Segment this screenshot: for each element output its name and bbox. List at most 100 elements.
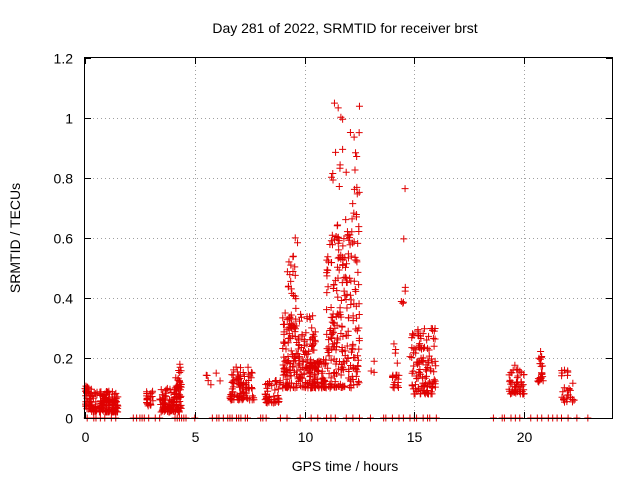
data-point [352,287,360,295]
data-point [393,359,401,367]
data-point [333,321,341,329]
data-point [167,388,175,396]
data-point [343,290,351,298]
data-point [415,369,423,377]
data-point [394,382,402,390]
data-point [352,302,360,310]
data-point [290,353,298,361]
data-point [332,232,340,240]
data-point [336,308,344,316]
data-point [569,379,577,387]
data-point [276,380,284,388]
data-point [324,364,332,372]
data-point [323,306,331,314]
data-point [248,385,256,393]
data-point [389,372,397,380]
data-point [263,384,271,392]
data-point [354,352,362,360]
data-point [298,383,306,391]
data-point [294,334,302,342]
data-point [285,366,293,374]
data-point [280,365,288,373]
data-point [95,404,103,412]
data-point [244,377,252,385]
data-point [421,374,429,382]
data-point [248,369,256,377]
data-point [284,352,292,360]
data-point [344,354,352,362]
data-point [330,328,338,336]
data-point [350,353,358,361]
data-point [340,366,348,374]
data-point [329,340,337,348]
data-point [353,314,361,322]
data-point [507,380,515,388]
data-point [320,356,328,364]
data-point [113,401,121,409]
data-point [350,381,358,389]
data-point [355,345,363,353]
x-tick-label: 15 [407,429,423,445]
data-point [248,384,256,392]
data-point [90,388,98,396]
data-point [391,349,399,357]
data-point [333,222,341,230]
data-point [408,381,416,389]
data-point [370,357,378,365]
data-point [293,367,301,375]
data-point [370,368,378,376]
data-point [291,234,299,242]
data-point [110,391,118,399]
data-point [335,182,343,190]
data-point [431,335,439,343]
data-point [334,365,342,373]
data-point [424,363,432,371]
data-point [324,349,332,357]
data-point [338,343,346,351]
data-point [352,210,360,218]
data-point [321,377,329,385]
x-tick-label: 0 [82,429,90,445]
data-point [161,406,169,414]
data-point [291,263,299,271]
data-point [535,354,543,362]
data-point [279,371,287,379]
data-point [291,271,299,279]
x-tick-label: 20 [517,429,533,445]
data-point [348,228,356,236]
data-point [329,169,337,177]
data-point [303,315,311,323]
data-point [414,385,422,393]
data-point [295,317,303,325]
y-axis-label: SRMTID / TECUs [7,183,23,293]
data-point [291,328,299,336]
data-point [348,372,356,380]
data-point [308,342,316,350]
data-point [284,339,292,347]
data-point [281,357,289,365]
data-point [401,283,409,291]
data-point [508,369,516,377]
data-point [297,310,305,318]
data-point [212,369,220,377]
data-point [294,350,302,358]
chart-title: Day 281 of 2022, SRMTID for receiver brs… [212,20,477,36]
data-point [333,287,341,295]
data-point [341,273,349,281]
data-point [287,334,295,342]
data-point [328,231,336,239]
data-point [339,332,347,340]
data-point [289,252,297,260]
data-point [409,367,417,375]
data-point [296,382,304,390]
data-point [168,403,176,411]
data-point [342,216,350,224]
data-point [281,309,289,317]
data-point [430,327,438,335]
data-point [282,383,290,391]
data-point [271,398,279,406]
data-point [347,362,355,370]
data-point [432,362,440,370]
data-point [351,166,359,174]
